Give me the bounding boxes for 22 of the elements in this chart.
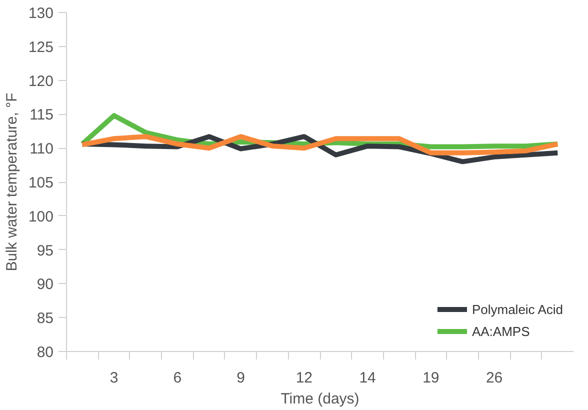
y-tick-label: 125 bbox=[28, 38, 54, 56]
legend-label: AA:AMPS bbox=[472, 324, 530, 338]
x-tick-label: 6 bbox=[173, 370, 182, 386]
y-tick-label: 85 bbox=[36, 310, 54, 328]
y-tick-label: 95 bbox=[36, 242, 54, 260]
x-tick-label: 19 bbox=[422, 370, 440, 386]
y-tick-label: 80 bbox=[36, 344, 54, 361]
x-axis-title: Time (days) bbox=[280, 390, 360, 408]
x-tick-label: 12 bbox=[296, 370, 312, 386]
y-tick-label: 100 bbox=[28, 208, 54, 226]
x-tick-label: 14 bbox=[359, 370, 376, 386]
y-axis-title: Bulk water temperature, °F bbox=[3, 92, 20, 272]
y-tick-label: 105 bbox=[28, 174, 54, 192]
legend-label: Polymaleic Acid bbox=[472, 302, 563, 316]
y-tick-label: 120 bbox=[28, 72, 54, 90]
x-tick-label: 9 bbox=[236, 370, 245, 386]
x-tick-label: 3 bbox=[110, 370, 118, 386]
y-tick-label: 115 bbox=[30, 106, 54, 124]
y-tick-label: 90 bbox=[36, 276, 54, 294]
x-tick-label: 26 bbox=[486, 370, 503, 386]
y-tick-label: 130 bbox=[28, 5, 54, 22]
y-tick-label: 110 bbox=[30, 140, 54, 158]
